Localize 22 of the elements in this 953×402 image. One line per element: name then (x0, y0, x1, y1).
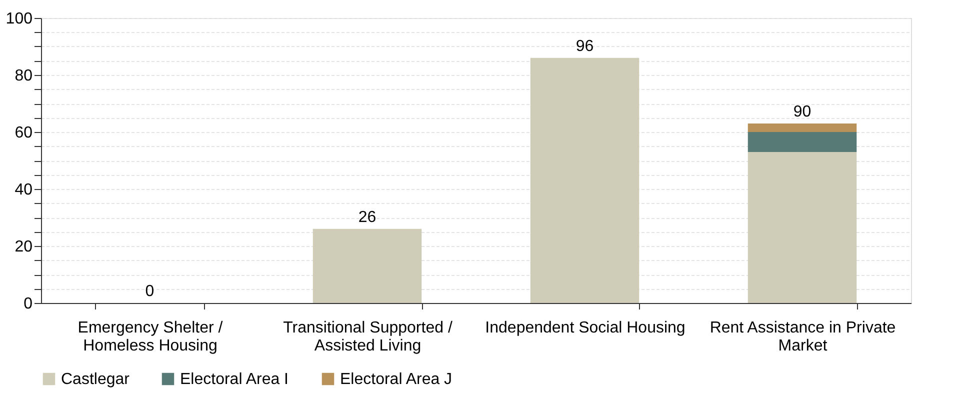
y-tick-label: 60 (14, 124, 33, 142)
annotation: 26 (358, 208, 376, 226)
bar (748, 132, 857, 152)
x-tick-label: Rent Assistance in Private Market (710, 320, 896, 354)
annotation: 90 (793, 103, 812, 120)
x-tick-label: Emergency Shelter / Homeless Housing (78, 320, 224, 354)
legend-label: Electoral Area I (180, 371, 288, 388)
y-tick-label: 100 (6, 10, 33, 28)
y-tick-label: 40 (14, 182, 33, 198)
y-tick-label: 0 (24, 296, 33, 312)
x-tick-label: Independent Social Housing (485, 320, 686, 336)
bar (530, 58, 640, 303)
legend-label: Castlegar (61, 371, 130, 388)
x-tick-label: Transitional Supported / Assisted Living (283, 320, 453, 354)
bar (312, 228, 422, 303)
legend-label: Electoral Area J (340, 371, 452, 388)
bar (748, 152, 857, 303)
bar (748, 123, 857, 132)
annotation: 96 (576, 38, 594, 55)
y-tick-label: 20 (14, 238, 33, 256)
annotation: 0 (145, 283, 154, 300)
y-tick-label: 80 (14, 68, 33, 84)
